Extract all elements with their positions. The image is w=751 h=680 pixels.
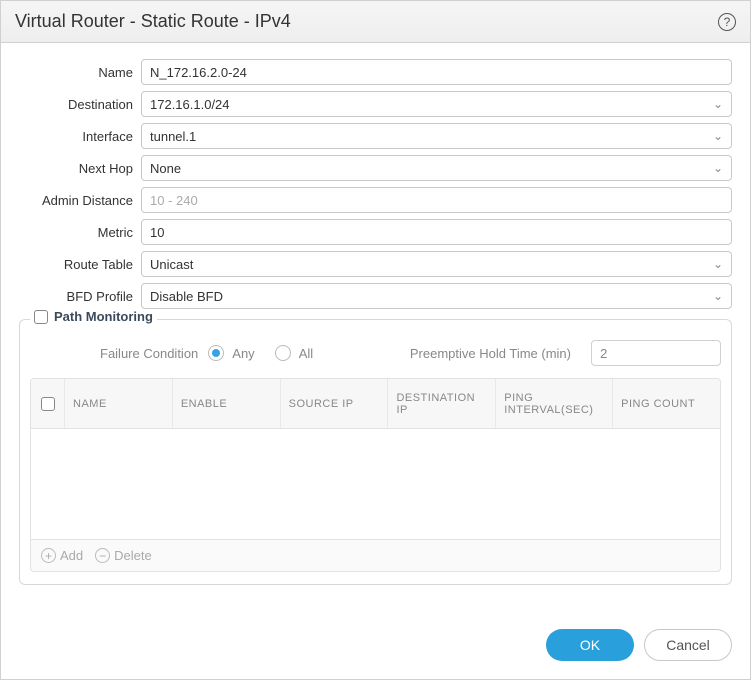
col-destip: DESTINATION IP — [388, 379, 496, 428]
failure-condition-label: Failure Condition — [100, 346, 198, 361]
monitor-controls: Failure Condition Any All Preemptive Hol… — [30, 334, 721, 378]
table-header-checkbox-cell — [31, 379, 65, 428]
destination-select[interactable]: 172.16.1.0/24 ⌄ — [141, 91, 732, 117]
bfd-label: BFD Profile — [19, 289, 141, 304]
ok-button[interactable]: OK — [546, 629, 634, 661]
col-enable: ENABLE — [173, 379, 281, 428]
routetable-select[interactable]: Unicast ⌄ — [141, 251, 732, 277]
table-actions: + Add − Delete — [30, 540, 721, 572]
interface-select[interactable]: tunnel.1 ⌄ — [141, 123, 732, 149]
delete-label: Delete — [114, 548, 152, 563]
static-route-dialog: Virtual Router - Static Route - IPv4 ? N… — [0, 0, 751, 680]
dialog-body: Name Destination 172.16.1.0/24 ⌄ Interfa… — [1, 43, 750, 605]
routetable-value: Unicast — [150, 257, 193, 272]
admindist-label: Admin Distance — [19, 193, 141, 208]
chevron-down-icon: ⌄ — [713, 257, 723, 271]
failure-any-radio[interactable] — [208, 345, 224, 361]
delete-button[interactable]: − Delete — [95, 548, 152, 563]
col-sourceip: SOURCE IP — [281, 379, 389, 428]
table-header: NAME ENABLE SOURCE IP DESTINATION IP PIN… — [31, 379, 720, 429]
dialog-footer: OK Cancel — [1, 605, 750, 679]
metric-input[interactable] — [141, 219, 732, 245]
col-name: NAME — [65, 379, 173, 428]
chevron-down-icon: ⌄ — [713, 97, 723, 111]
bfd-select[interactable]: Disable BFD ⌄ — [141, 283, 732, 309]
add-label: Add — [60, 548, 83, 563]
path-monitoring-fieldset: Path Monitoring Failure Condition Any Al… — [19, 319, 732, 585]
destination-label: Destination — [19, 97, 141, 112]
name-input[interactable] — [141, 59, 732, 85]
plus-icon: + — [41, 548, 56, 563]
nexthop-select[interactable]: None ⌄ — [141, 155, 732, 181]
interface-value: tunnel.1 — [150, 129, 196, 144]
select-all-checkbox[interactable] — [41, 397, 55, 411]
minus-icon: − — [95, 548, 110, 563]
cancel-button[interactable]: Cancel — [644, 629, 732, 661]
path-monitoring-legend: Path Monitoring — [30, 309, 157, 324]
holdtime-input[interactable] — [591, 340, 721, 366]
chevron-down-icon: ⌄ — [713, 161, 723, 175]
table-body-empty — [31, 429, 720, 539]
metric-label: Metric — [19, 225, 141, 240]
nexthop-label: Next Hop — [19, 161, 141, 176]
bfd-value: Disable BFD — [150, 289, 223, 304]
add-button[interactable]: + Add — [41, 548, 83, 563]
chevron-down-icon: ⌄ — [713, 289, 723, 303]
monitor-table: NAME ENABLE SOURCE IP DESTINATION IP PIN… — [30, 378, 721, 540]
col-pingcount: PING COUNT — [613, 379, 720, 428]
routetable-label: Route Table — [19, 257, 141, 272]
failure-all-label: All — [299, 346, 313, 361]
dialog-title: Virtual Router - Static Route - IPv4 — [15, 11, 291, 32]
chevron-down-icon: ⌄ — [713, 129, 723, 143]
admindist-input[interactable] — [141, 187, 732, 213]
failure-all-radio[interactable] — [275, 345, 291, 361]
path-monitoring-checkbox[interactable] — [34, 310, 48, 324]
name-label: Name — [19, 65, 141, 80]
help-icon[interactable]: ? — [718, 13, 736, 31]
destination-value: 172.16.1.0/24 — [150, 97, 230, 112]
dialog-titlebar: Virtual Router - Static Route - IPv4 ? — [1, 1, 750, 43]
failure-any-label: Any — [232, 346, 254, 361]
path-monitoring-label: Path Monitoring — [54, 309, 153, 324]
holdtime-label: Preemptive Hold Time (min) — [410, 346, 571, 361]
interface-label: Interface — [19, 129, 141, 144]
col-pinginterval: PING INTERVAL(SEC) — [496, 379, 613, 428]
nexthop-value: None — [150, 161, 181, 176]
